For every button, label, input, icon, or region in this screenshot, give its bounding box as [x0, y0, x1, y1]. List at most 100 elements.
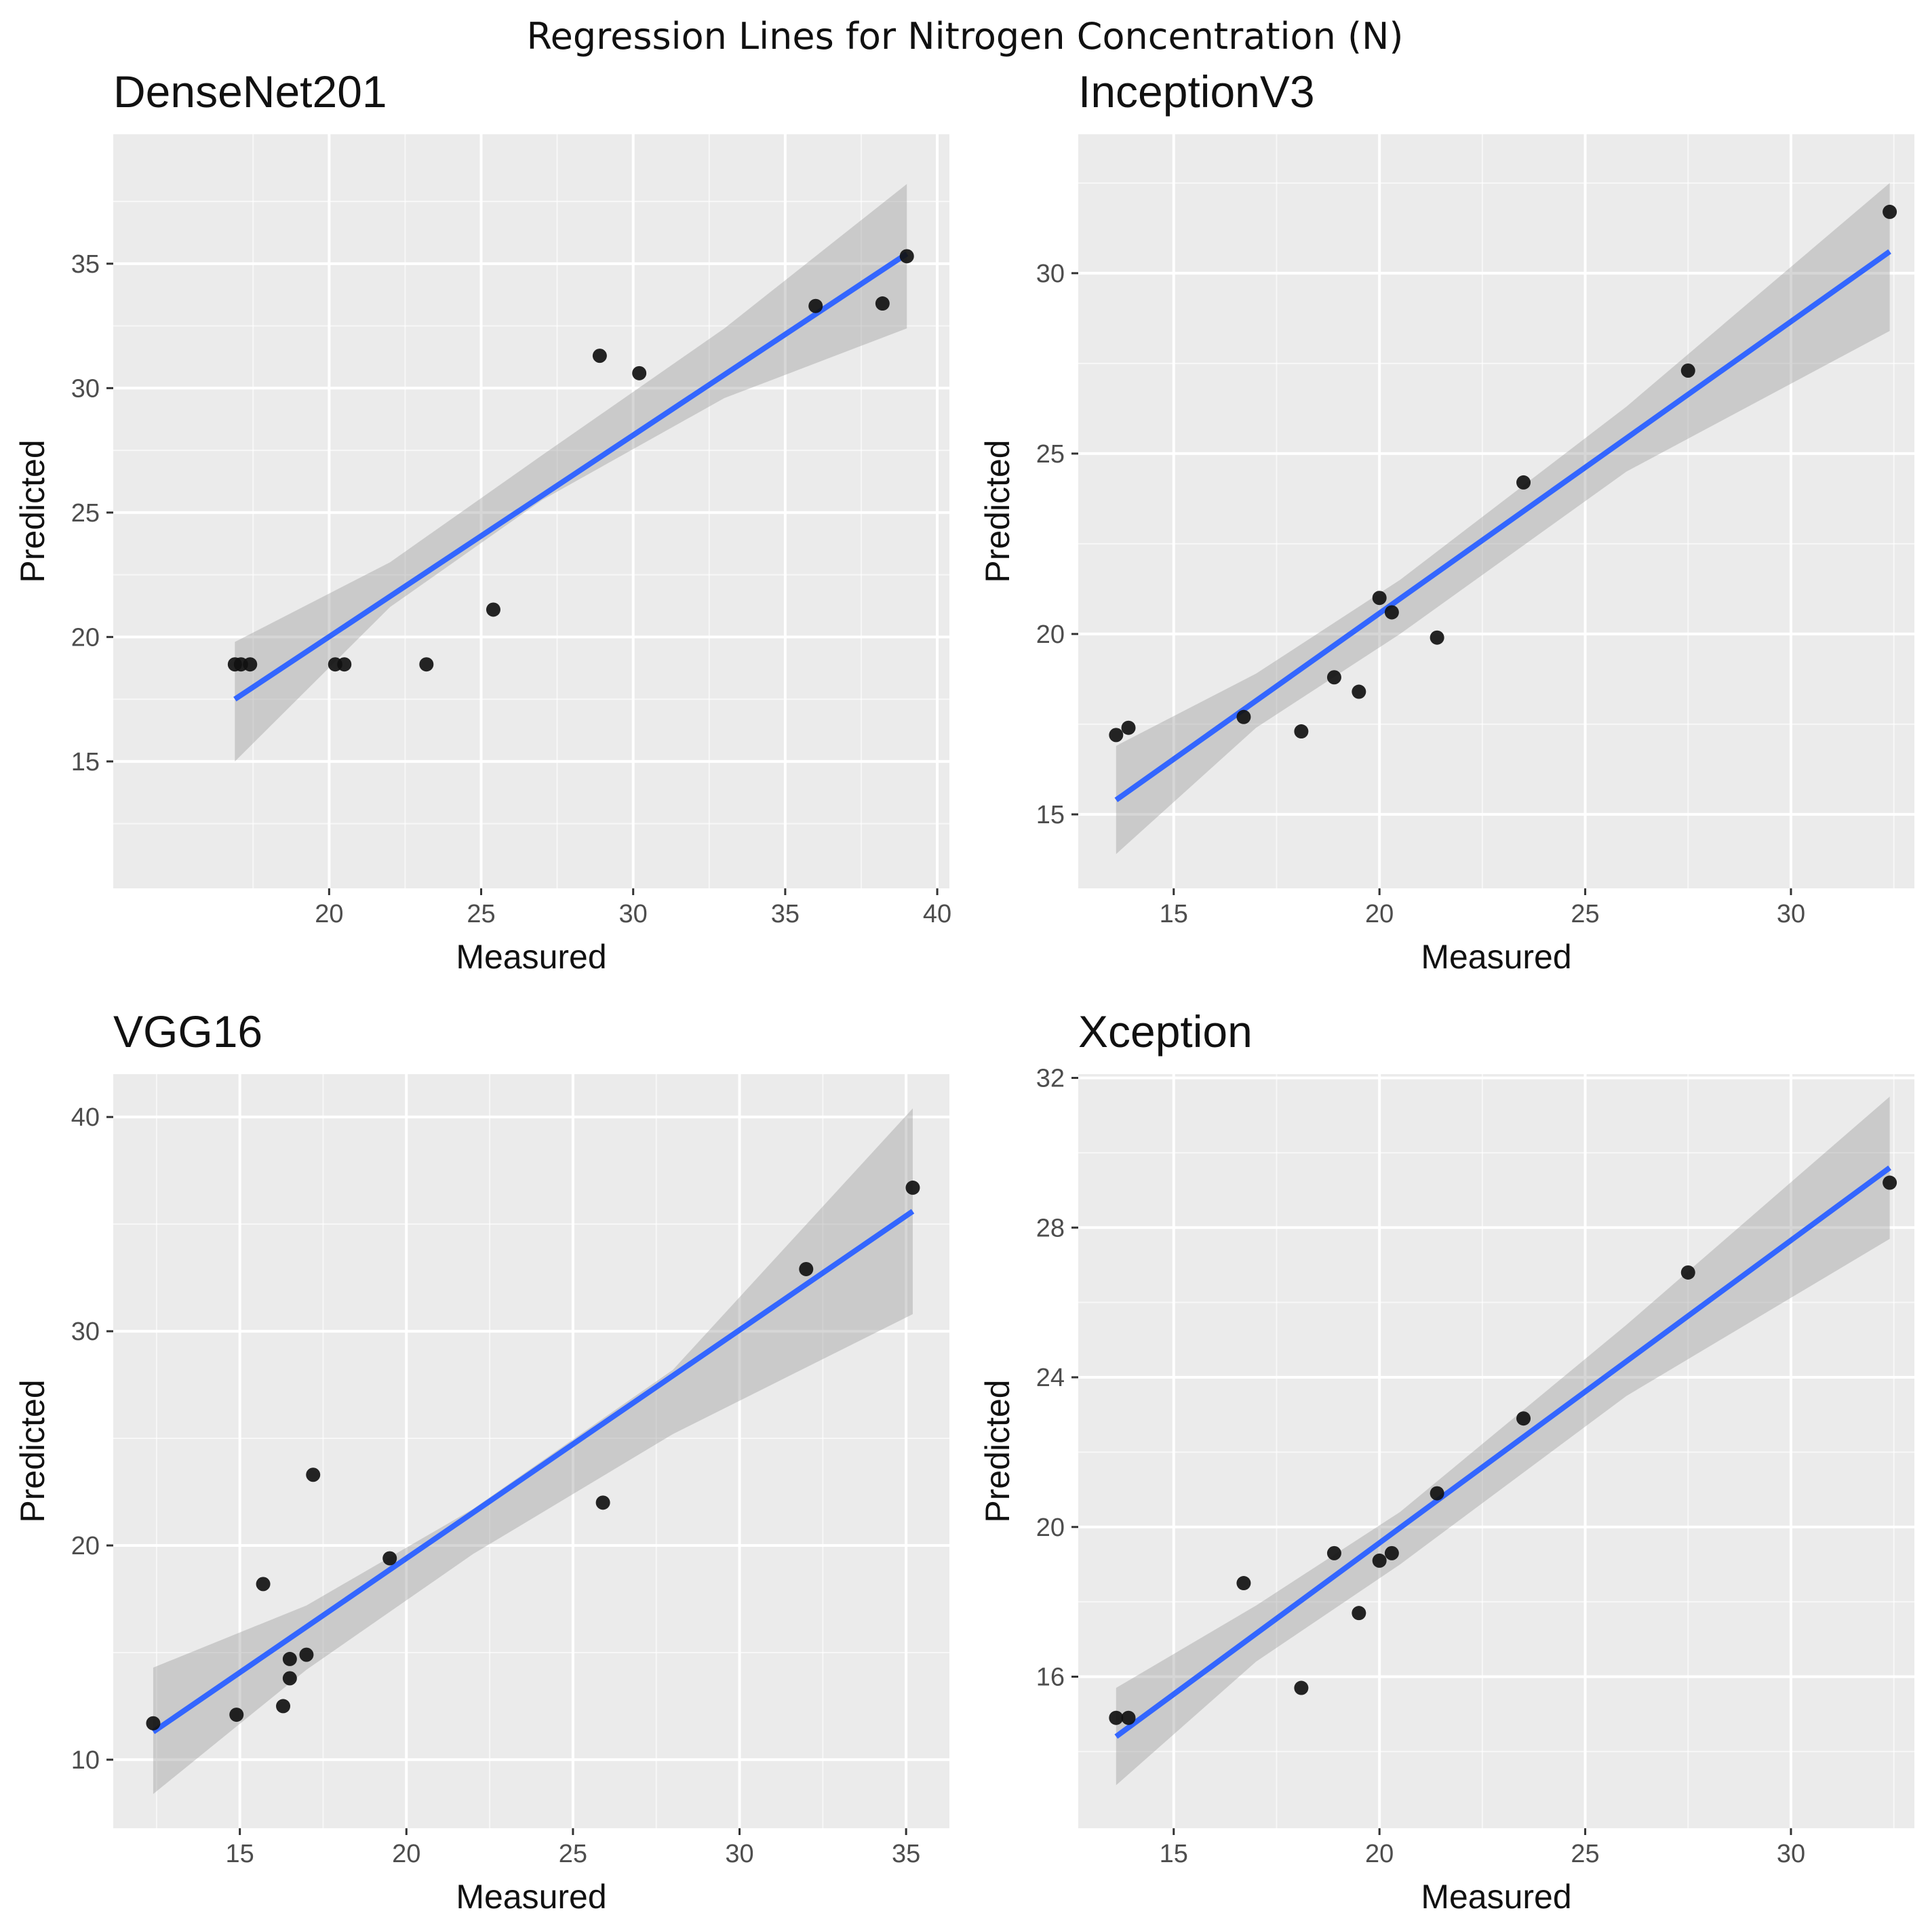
y-tick-label: 20: [71, 1532, 100, 1560]
y-tick-label: 40: [71, 1103, 100, 1132]
data-point: [1372, 591, 1387, 606]
data-point: [282, 1671, 297, 1686]
x-tick-label: 30: [619, 900, 648, 928]
confidence-band: [1116, 1097, 1890, 1786]
panel-densenet201: 20 25 30 35 40 15 20 25 30 35 DenseNet201 Measured P…: [14, 66, 951, 976]
data-point: [243, 657, 258, 672]
panel-background: [1078, 1074, 1914, 1828]
x-tick-label: 35: [892, 1840, 920, 1868]
panel-title: InceptionV3: [1078, 66, 1315, 117]
x-tick-label: 30: [1777, 900, 1805, 928]
y-axis-title: Predicted: [979, 439, 1017, 583]
y-tick-label: 24: [1036, 1364, 1065, 1392]
data-point: [592, 349, 607, 363]
confidence-band: [1116, 182, 1890, 854]
x-tick-label: 20: [1365, 1840, 1394, 1868]
y-tick-label: 15: [1036, 801, 1065, 829]
y-axis-title: Predicted: [14, 1379, 52, 1522]
data-point: [1883, 204, 1897, 219]
data-point: [1121, 1710, 1136, 1725]
panel-title: DenseNet201: [113, 66, 387, 117]
y-tick-label: 15: [71, 748, 100, 776]
x-tick-label: 15: [1160, 900, 1188, 928]
data-point: [1384, 1545, 1399, 1560]
x-axis-title: Measured: [1421, 938, 1571, 976]
data-point: [1352, 1606, 1366, 1621]
x-tick-label: 15: [1160, 1840, 1188, 1868]
x-tick-label: 25: [1571, 900, 1599, 928]
y-tick-label: 20: [1036, 620, 1065, 649]
data-point: [1326, 670, 1341, 685]
y-tick-label: 30: [71, 374, 100, 403]
x-tick-label: 35: [771, 900, 800, 928]
data-point: [1109, 1710, 1124, 1725]
y-tick-label: 20: [1036, 1514, 1065, 1542]
data-point: [1326, 1545, 1341, 1560]
x-axis-title: Measured: [456, 938, 606, 976]
data-point: [1121, 720, 1136, 735]
panel-background: [113, 1074, 949, 1828]
x-tick-label: 20: [1365, 900, 1394, 928]
y-tick-label: 30: [1036, 260, 1065, 288]
data-point: [1294, 1680, 1309, 1695]
y-axis-title: Predicted: [14, 439, 52, 583]
x-tick-label: 30: [1777, 1840, 1805, 1868]
data-point: [256, 1577, 271, 1592]
regression-line: [233, 251, 909, 702]
y-tick-label: 28: [1036, 1214, 1065, 1242]
regression-line: [1114, 249, 1891, 802]
data-point: [905, 1180, 920, 1195]
data-point: [899, 249, 914, 264]
y-axis-title: Predicted: [979, 1379, 1017, 1522]
data-point: [1883, 1175, 1897, 1190]
data-point: [276, 1699, 291, 1714]
x-axis-title: Measured: [1421, 1878, 1571, 1916]
panel-xception: 15 20 25 30 16 20 24 28 32 Xception Measured Predic…: [979, 1006, 1914, 1916]
x-tick-label: 25: [467, 900, 495, 928]
data-point: [1352, 684, 1366, 699]
panel-inceptionv3: 15 20 25 30 15 20 25 30 InceptionV3 Measured Predi…: [979, 66, 1914, 976]
panels-container: 20 25 30 35 40 15 20 25 30 35 DenseNet201 Measured P…: [14, 66, 1914, 1916]
data-point: [1236, 709, 1251, 724]
data-point: [875, 296, 890, 311]
y-tick-label: 20: [71, 623, 100, 652]
data-point: [1516, 475, 1531, 490]
y-tick-label: 35: [71, 250, 100, 279]
panel-background: [1078, 134, 1914, 888]
data-point: [1294, 724, 1309, 739]
x-tick-label: 40: [923, 900, 951, 928]
y-tick-label: 25: [1036, 440, 1065, 469]
regression-line: [1114, 1165, 1891, 1739]
data-point: [419, 657, 434, 672]
data-point: [299, 1647, 314, 1662]
data-point: [486, 602, 500, 617]
y-tick-label: 32: [1036, 1065, 1065, 1093]
data-point: [337, 657, 352, 672]
y-tick-label: 25: [71, 499, 100, 528]
x-axis-title: Measured: [456, 1878, 606, 1916]
data-point: [382, 1551, 397, 1566]
data-point: [1430, 1486, 1444, 1501]
data-point: [799, 1261, 814, 1276]
data-point: [1236, 1576, 1251, 1591]
data-point: [595, 1495, 610, 1510]
data-point: [1372, 1553, 1387, 1568]
y-tick-label: 10: [71, 1746, 100, 1775]
data-point: [1430, 630, 1444, 645]
x-tick-label: 25: [559, 1840, 587, 1868]
x-tick-label: 15: [226, 1840, 254, 1868]
x-tick-label: 30: [725, 1840, 753, 1868]
confidence-band: [153, 1108, 913, 1794]
confidence-band: [235, 184, 907, 762]
panel-title: Xception: [1078, 1006, 1253, 1057]
data-point: [282, 1651, 297, 1666]
panel-title: VGG16: [113, 1006, 262, 1057]
data-point: [146, 1716, 161, 1731]
data-point: [1680, 363, 1695, 378]
y-tick-label: 30: [71, 1318, 100, 1346]
panel-vgg16: 15 20 25 30 35 10 20 30 40 VGG16 Measured Predicted: [14, 1006, 949, 1916]
x-tick-label: 20: [392, 1840, 420, 1868]
y-tick-label: 16: [1036, 1663, 1065, 1691]
data-point: [1109, 728, 1124, 743]
